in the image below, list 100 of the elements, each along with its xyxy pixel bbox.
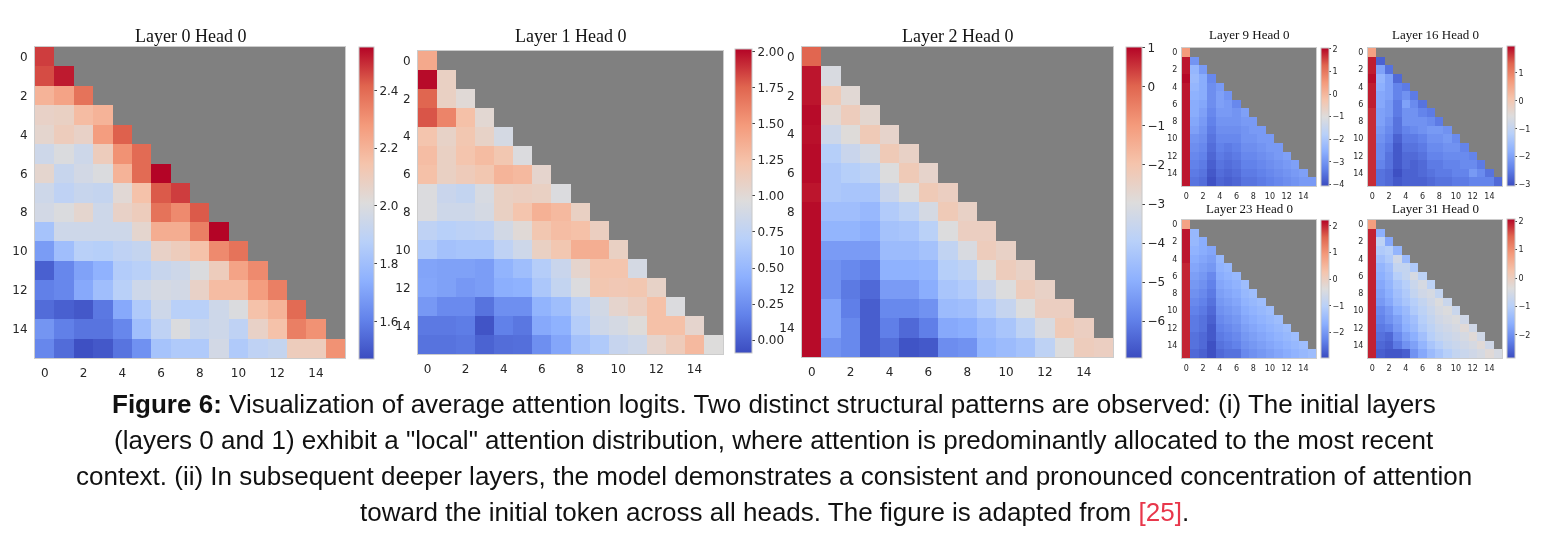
x-tick-label: 12 [1467,191,1478,201]
x-tick-label: 4 [1217,363,1223,373]
y-tick-label: 14 [1167,340,1178,350]
color-bar-label: −3 [1518,180,1531,190]
x-tick-label: 4 [885,365,894,380]
color-bar-label: 2 [1332,44,1338,54]
x-tick-label: 14 [1484,363,1495,373]
color-bar-label: 0 [1518,273,1524,283]
y-tick-label: 14 [1353,340,1364,350]
color-bar-label: 1.50 [757,117,785,132]
y-tick-label: 12 [779,282,795,297]
color-bar-label: −1 [1147,119,1166,134]
x-tick-label: 2 [846,365,855,380]
y-tick-label: 2 [1172,237,1178,247]
color-bar-label: 1 [1147,40,1156,55]
color-bar-label: 0 [1147,80,1156,95]
y-tick-label: 6 [19,166,28,181]
color-bar-label: 2.0 [379,199,399,214]
x-tick-label: 8 [1250,191,1256,201]
x-tick-label: 12 [1037,365,1053,380]
x-tick-label: 4 [1403,191,1409,201]
y-tick-label: 10 [395,243,411,258]
x-tick-label: 6 [157,366,165,381]
y-tick-label: 6 [786,166,795,181]
x-tick-label: 14 [1484,191,1495,201]
x-tick-label: 12 [648,362,664,377]
y-tick-label: 0 [1358,48,1364,58]
color-bar-label: 1.75 [757,81,785,96]
y-tick-label: 2 [1172,65,1178,75]
y-tick-label: 12 [1353,323,1364,333]
x-tick-label: 0 [1183,191,1189,201]
x-tick-label: 0 [40,366,49,381]
y-tick-label: 10 [1167,134,1178,144]
color-bar-label: −4 [1147,236,1166,251]
color-bar-label: −3 [1147,197,1166,212]
color-bar-label: −2 [1332,328,1345,338]
x-tick-label: 4 [1403,363,1409,373]
x-tick-label: 10 [1264,363,1276,373]
color-bar-label: 0.75 [757,225,785,240]
y-tick-label: 12 [1167,151,1178,161]
color-bar-label: 1.00 [757,189,785,204]
x-tick-label: 2 [79,366,88,381]
chart-title: Layer 23 Head 0 [1206,201,1293,216]
x-tick-label: 8 [963,365,972,380]
color-bar-label: 1.6 [379,314,399,329]
x-tick-label: 4 [1217,191,1223,201]
chart-title: Layer 31 Head 0 [1392,201,1479,216]
color-bar-label: 0.50 [757,261,785,276]
y-tick-label: 10 [1353,134,1364,144]
y-tick-label: 14 [779,321,795,336]
color-bar-label: −2 [1518,330,1531,340]
color-bar-label: −4 [1332,180,1345,190]
x-tick-label: 2 [1386,191,1392,201]
y-tick-label: 14 [1353,168,1364,178]
y-tick-label: 4 [1172,82,1178,92]
color-bar-label: 1.25 [757,153,785,168]
color-bar-label: 0 [1518,96,1524,106]
x-tick-label: 14 [308,366,324,381]
x-tick-label: 6 [538,362,546,377]
x-tick-label: 0 [1369,191,1375,201]
x-tick-label: 0 [1183,363,1189,373]
color-bar-label: 2.00 [757,45,785,60]
y-tick-label: 2 [402,91,411,106]
color-bar-label: 1 [1518,68,1524,78]
x-tick-label: 6 [1419,363,1425,373]
x-tick-label: 8 [1250,363,1256,373]
color-bar-label: −1 [1332,112,1345,122]
y-tick-label: 0 [19,49,28,64]
x-tick-label: 2 [461,362,470,377]
chart-title: Layer 0 Head 0 [135,26,247,46]
color-bar-label: −6 [1147,314,1166,329]
x-tick-label: 10 [1450,191,1462,201]
x-tick-label: 2 [1386,363,1392,373]
y-tick-label: 14 [1167,168,1178,178]
y-tick-label: 10 [1167,306,1178,316]
color-bar-label: 0 [1332,275,1338,285]
y-tick-label: 10 [1353,306,1364,316]
x-tick-label: 0 [1369,363,1375,373]
y-tick-label: 4 [1358,82,1364,92]
color-bar-label: 1.8 [379,256,399,271]
y-tick-label: 8 [1172,117,1178,127]
color-bar-label: 1 [1518,245,1524,255]
x-tick-label: 8 [1436,191,1442,201]
color-bar-label: −2 [1518,152,1531,162]
y-tick-label: 8 [1358,289,1364,299]
x-tick-label: 4 [118,366,127,381]
y-tick-label: 6 [402,167,411,182]
color-bar-label: 0.25 [757,297,785,312]
y-tick-label: 4 [1172,254,1178,264]
x-tick-label: 4 [499,362,508,377]
color-bar-label: −3 [1332,157,1345,167]
x-tick-label: 8 [576,362,584,377]
y-tick-label: 2 [1358,237,1364,247]
color-bar-label: 0.00 [757,333,785,348]
y-tick-label: 8 [19,205,28,220]
y-tick-label: 4 [786,127,795,142]
color-bar-label: −5 [1147,275,1166,290]
y-tick-label: 6 [1358,99,1364,109]
color-bar-label: 2.2 [379,141,399,156]
color-bar-label: 1 [1332,67,1338,77]
